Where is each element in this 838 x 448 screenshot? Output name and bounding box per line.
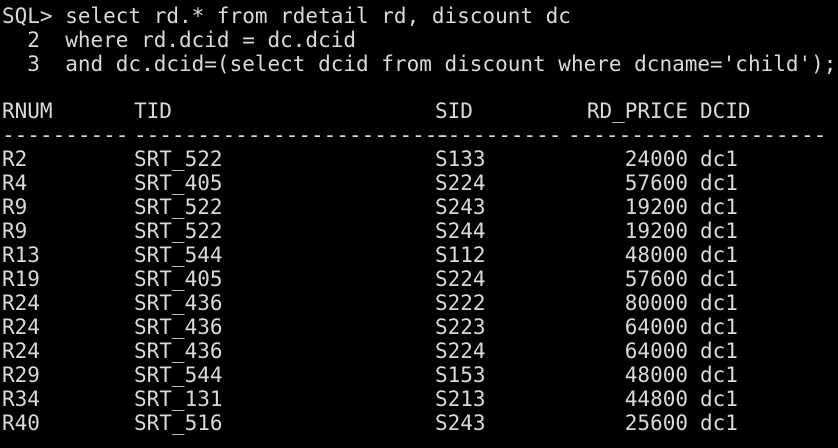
- cell-dcid: dc1: [700, 291, 738, 315]
- table-row: R2 SRT_522 S133 24000 dc1: [2, 147, 836, 171]
- separator-rd-price: ----------: [568, 123, 695, 147]
- column-header-rd-price: RD_PRICE: [586, 99, 688, 123]
- cell-rd-price: 80000: [624, 291, 688, 315]
- column-header-sid: SID: [435, 99, 473, 123]
- cell-rd-price: 25600: [624, 411, 688, 435]
- cell-dcid: dc1: [700, 195, 738, 219]
- cell-rnum: R34: [2, 387, 40, 411]
- cell-rnum: R13: [2, 243, 40, 267]
- cell-rnum: R40: [2, 411, 40, 435]
- separator-dcid: ----------: [700, 123, 827, 147]
- column-header-dcid: DCID: [700, 99, 751, 123]
- cell-dcid: dc1: [700, 171, 738, 195]
- cell-rd-price: 64000: [624, 315, 688, 339]
- cell-tid: SRT_131: [134, 387, 223, 411]
- cell-tid: SRT_405: [134, 171, 223, 195]
- cell-rd-price: 64000: [624, 339, 688, 363]
- cell-rd-price: 57600: [624, 171, 688, 195]
- table-row: R24 SRT_436 S223 64000 dc1: [2, 315, 836, 339]
- cell-dcid: dc1: [700, 219, 738, 243]
- cell-dcid: dc1: [700, 315, 738, 339]
- cell-rd-price: 19200: [624, 195, 688, 219]
- cell-tid: SRT_436: [134, 315, 223, 339]
- query-line-1: SQL> select rd.* from rdetail rd, discou…: [2, 4, 571, 28]
- cell-tid: SRT_436: [134, 291, 223, 315]
- table-row: R29 SRT_544 S153 48000 dc1: [2, 363, 836, 387]
- cell-sid: S153: [435, 363, 486, 387]
- table-row: R13 SRT_544 S112 48000 dc1: [2, 243, 836, 267]
- result-header-row: RNUM TID SID RD_PRICE DCID: [2, 99, 836, 123]
- cell-tid: SRT_522: [134, 219, 223, 243]
- cell-rnum: R19: [2, 267, 40, 291]
- cell-tid: SRT_544: [134, 363, 223, 387]
- cell-sid: S222: [435, 291, 486, 315]
- cell-sid: S224: [435, 339, 486, 363]
- cell-rnum: R24: [2, 291, 40, 315]
- cell-tid: SRT_544: [134, 243, 223, 267]
- separator-sid: ----------: [435, 123, 562, 147]
- table-row: R19 SRT_405 S224 57600 dc1: [2, 267, 836, 291]
- cell-tid: SRT_516: [134, 411, 223, 435]
- cell-rnum: R9: [2, 219, 28, 243]
- cell-dcid: dc1: [700, 363, 738, 387]
- result-separator-row: ---------- ------------------------- ---…: [2, 123, 836, 147]
- query-line-2: 2 where rd.dcid = dc.dcid: [2, 28, 357, 52]
- cell-rnum: R2: [2, 147, 28, 171]
- table-row: R4 SRT_405 S224 57600 dc1: [2, 171, 836, 195]
- query-line-3: 3 and dc.dcid=(select dcid from discount…: [2, 52, 837, 76]
- cell-rnum: R4: [2, 171, 28, 195]
- cell-rnum: R29: [2, 363, 40, 387]
- separator-tid: -------------------------: [134, 123, 451, 147]
- cell-tid: SRT_522: [134, 147, 223, 171]
- cell-sid: S112: [435, 243, 486, 267]
- cell-sid: S243: [435, 411, 486, 435]
- cell-tid: SRT_436: [134, 339, 223, 363]
- cell-sid: S223: [435, 315, 486, 339]
- cell-sid: S133: [435, 147, 486, 171]
- table-row: R24 SRT_436 S224 64000 dc1: [2, 339, 836, 363]
- cell-rd-price: 57600: [624, 267, 688, 291]
- cell-tid: SRT_405: [134, 267, 223, 291]
- cell-rnum: R24: [2, 315, 40, 339]
- cell-dcid: dc1: [700, 339, 738, 363]
- column-header-tid: TID: [134, 99, 172, 123]
- table-row: R9 SRT_522 S243 19200 dc1: [2, 195, 836, 219]
- separator-rnum: ----------: [2, 123, 129, 147]
- table-row: R34 SRT_131 S213 44800 dc1: [2, 387, 836, 411]
- cell-sid: S243: [435, 195, 486, 219]
- cell-rnum: R24: [2, 339, 40, 363]
- cell-dcid: dc1: [700, 411, 738, 435]
- cell-dcid: dc1: [700, 243, 738, 267]
- table-row: R40 SRT_516 S243 25600 dc1: [2, 411, 836, 435]
- cell-sid: S224: [435, 267, 486, 291]
- cell-dcid: dc1: [700, 387, 738, 411]
- cell-dcid: dc1: [700, 267, 738, 291]
- cell-rnum: R9: [2, 195, 28, 219]
- column-header-rnum: RNUM: [2, 99, 53, 123]
- cell-rd-price: 48000: [624, 363, 688, 387]
- clipped-previous-line: - - - - - - - - - - - - - - - - - - - - …: [2, 0, 783, 2]
- cell-rd-price: 44800: [624, 387, 688, 411]
- cell-rd-price: 48000: [624, 243, 688, 267]
- cell-sid: S244: [435, 219, 486, 243]
- cell-dcid: dc1: [700, 147, 738, 171]
- cell-rd-price: 19200: [624, 219, 688, 243]
- cell-rd-price: 24000: [624, 147, 688, 171]
- table-row: R9 SRT_522 S244 19200 dc1: [2, 219, 836, 243]
- cell-sid: S213: [435, 387, 486, 411]
- table-row: R24 SRT_436 S222 80000 dc1: [2, 291, 836, 315]
- cell-tid: SRT_522: [134, 195, 223, 219]
- cell-sid: S224: [435, 171, 486, 195]
